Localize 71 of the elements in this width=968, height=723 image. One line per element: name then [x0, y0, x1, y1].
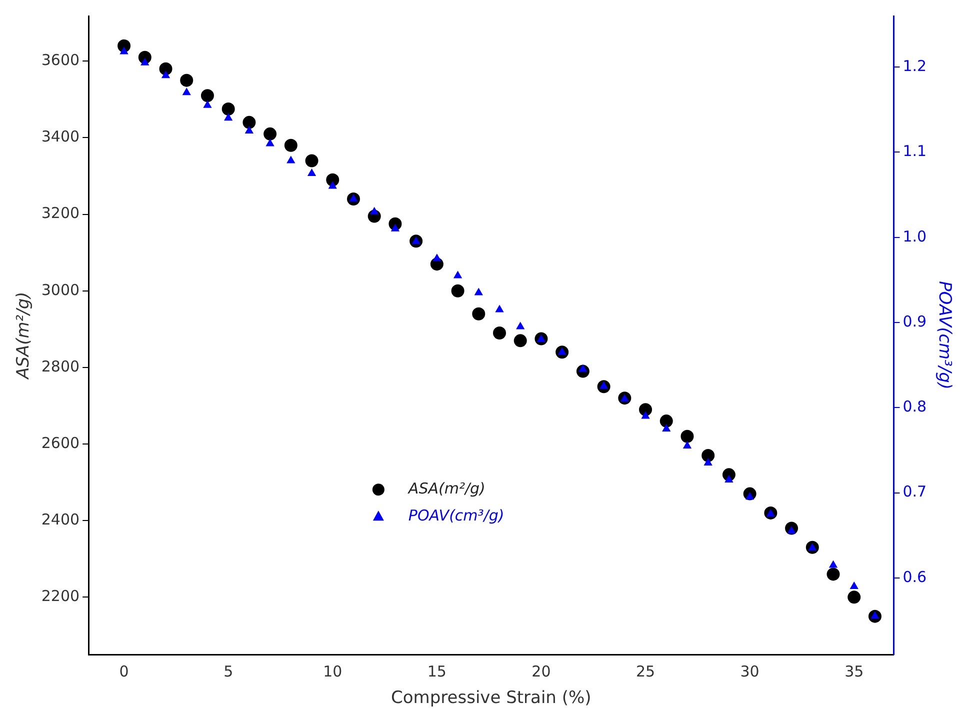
x-tick-label: 15	[427, 662, 446, 680]
legend-label: ASA(m²/g)	[407, 479, 486, 498]
x-axis-title: Compressive Strain (%)	[391, 688, 592, 708]
point	[514, 334, 527, 348]
y-tick-label: 2400	[41, 510, 80, 528]
x-tick-label: 5	[224, 662, 234, 680]
point	[850, 582, 858, 589]
point	[639, 403, 652, 416]
y2-tick-label: 0.7	[902, 482, 927, 501]
point	[224, 114, 232, 121]
point	[266, 139, 274, 146]
y2-axis-title: POAV(cm³/g)	[934, 281, 954, 390]
x-tick-label: 35	[844, 662, 864, 680]
y-tick-label: 2600	[41, 434, 80, 452]
point	[370, 207, 378, 214]
point	[305, 154, 318, 168]
legend-label: POAV(cm³/g)	[408, 506, 504, 524]
point	[660, 414, 673, 428]
y-tick-label: 3600	[41, 51, 80, 70]
x-tick-label: 0	[119, 662, 129, 680]
y2-tick-label: 0.6	[902, 568, 927, 586]
point	[159, 62, 172, 76]
y-tick-label: 3200	[41, 204, 80, 222]
x-tick-label: 20	[532, 662, 551, 680]
point	[454, 271, 462, 278]
point	[286, 156, 295, 164]
point	[724, 476, 733, 483]
point	[496, 305, 504, 312]
point	[308, 169, 316, 176]
point	[140, 58, 149, 66]
point	[162, 71, 170, 78]
point	[328, 182, 337, 189]
y2-tick-label: 1.2	[902, 56, 927, 75]
x-tick-label: 25	[636, 662, 656, 680]
point	[245, 126, 254, 134]
point	[683, 441, 692, 448]
y-tick-label: 2200	[41, 587, 80, 606]
point	[391, 224, 400, 232]
y-tick-label: 3000	[41, 280, 80, 299]
point	[642, 412, 650, 419]
y2-tick-label: 0.8	[902, 398, 927, 416]
y2-tick-label: 1.0	[902, 227, 927, 246]
point	[702, 449, 715, 462]
point	[451, 284, 464, 298]
y2-tick-label: 1.1	[902, 142, 927, 160]
point	[284, 138, 298, 152]
point	[222, 102, 235, 116]
point	[826, 568, 840, 581]
point	[180, 74, 194, 87]
point	[432, 254, 441, 262]
point	[182, 88, 191, 96]
y-tick-label: 2800	[41, 357, 80, 376]
point	[829, 560, 838, 568]
point	[493, 326, 506, 340]
point	[264, 127, 277, 140]
point	[474, 288, 483, 296]
point	[204, 100, 212, 108]
point	[516, 322, 524, 330]
y-axis-title: ASA(m²/g)	[14, 292, 34, 380]
point	[662, 424, 670, 432]
point	[200, 89, 214, 102]
point	[120, 47, 128, 54]
point	[680, 430, 694, 443]
x-tick-label: 30	[740, 662, 760, 680]
x-tick-label: 10	[323, 662, 342, 680]
point	[472, 307, 486, 320]
point	[704, 458, 712, 466]
y2-tick-label: 0.9	[902, 312, 927, 330]
point	[848, 590, 861, 604]
point	[242, 116, 256, 129]
y-tick-label: 3400	[41, 128, 80, 146]
